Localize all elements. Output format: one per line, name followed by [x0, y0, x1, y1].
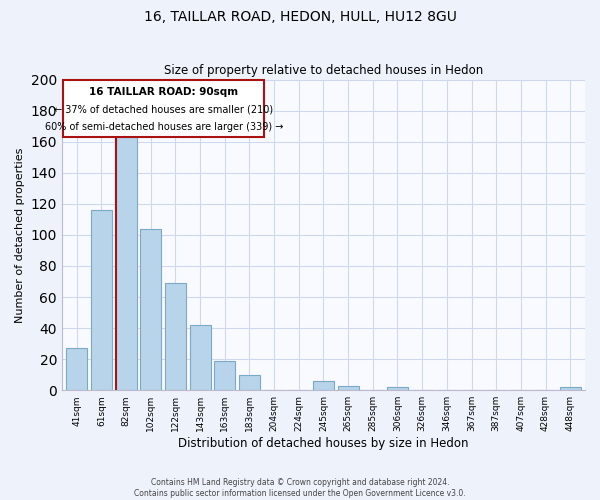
- Text: 16 TAILLAR ROAD: 90sqm: 16 TAILLAR ROAD: 90sqm: [89, 87, 238, 97]
- Text: 16, TAILLAR ROAD, HEDON, HULL, HU12 8GU: 16, TAILLAR ROAD, HEDON, HULL, HU12 8GU: [143, 10, 457, 24]
- Bar: [66, 348, 87, 390]
- Text: ← 37% of detached houses are smaller (210): ← 37% of detached houses are smaller (21…: [54, 104, 273, 115]
- Text: Contains HM Land Registry data © Crown copyright and database right 2024.
Contai: Contains HM Land Registry data © Crown c…: [134, 478, 466, 498]
- Bar: [313, 381, 334, 390]
- Bar: [560, 387, 581, 390]
- Bar: [91, 210, 112, 390]
- Bar: [165, 283, 186, 390]
- Title: Size of property relative to detached houses in Hedon: Size of property relative to detached ho…: [164, 64, 483, 77]
- X-axis label: Distribution of detached houses by size in Hedon: Distribution of detached houses by size …: [178, 437, 469, 450]
- Bar: [239, 374, 260, 390]
- Bar: [116, 136, 137, 390]
- Y-axis label: Number of detached properties: Number of detached properties: [15, 147, 25, 322]
- Text: 60% of semi-detached houses are larger (339) →: 60% of semi-detached houses are larger (…: [44, 122, 283, 132]
- Bar: [387, 387, 408, 390]
- Bar: [190, 325, 211, 390]
- Bar: [140, 228, 161, 390]
- Bar: [338, 386, 359, 390]
- Bar: [214, 360, 235, 390]
- FancyBboxPatch shape: [63, 80, 264, 137]
